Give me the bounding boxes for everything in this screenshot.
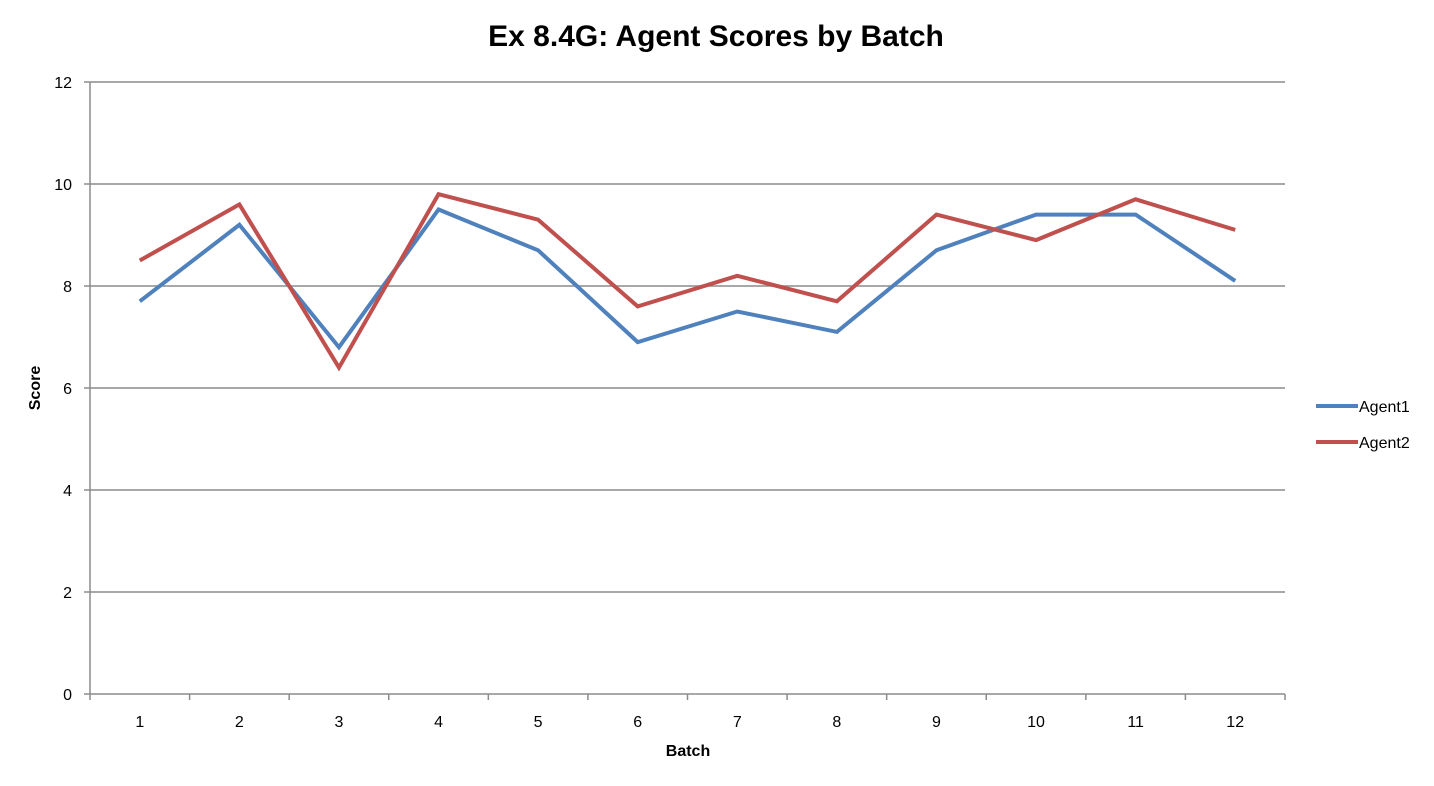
series-line-agent2 — [138, 191, 1236, 372]
y-tick-label: 4 — [63, 483, 72, 500]
x-tick-label: 10 — [1027, 714, 1045, 731]
x-tick-label: 12 — [1226, 714, 1244, 731]
x-tick-label: 5 — [534, 714, 543, 731]
x-axis-label: Batch — [666, 743, 710, 760]
y-tick-label: 0 — [63, 687, 72, 704]
y-tick-label: 6 — [63, 381, 72, 398]
x-tick-label: 3 — [335, 714, 344, 731]
x-tick-label: 2 — [235, 714, 244, 731]
y-tick-label: 10 — [54, 177, 72, 194]
x-tick-label: 7 — [733, 714, 742, 731]
legend-label-agent2: Agent2 — [1359, 435, 1410, 452]
x-tick-label: 8 — [832, 714, 841, 731]
x-tick-label: 9 — [932, 714, 941, 731]
y-tick-label: 8 — [63, 279, 72, 296]
legend-label-agent1: Agent1 — [1359, 399, 1410, 416]
y-axis-label: Score — [27, 366, 44, 411]
x-tick-label: 1 — [135, 714, 144, 731]
x-tick-label: 4 — [434, 714, 443, 731]
chart-title: Ex 8.4G: Agent Scores by Batch — [488, 20, 944, 53]
y-tick-label: 2 — [63, 585, 72, 602]
x-tick-label: 11 — [1127, 714, 1144, 731]
y-tick-label: 12 — [54, 75, 72, 92]
legend: Agent1 Agent2 — [1316, 399, 1410, 452]
series-lines — [138, 191, 1237, 372]
series-line-agent1 — [138, 207, 1237, 351]
x-tick-label: 6 — [633, 714, 642, 731]
gridlines — [90, 81, 1285, 593]
